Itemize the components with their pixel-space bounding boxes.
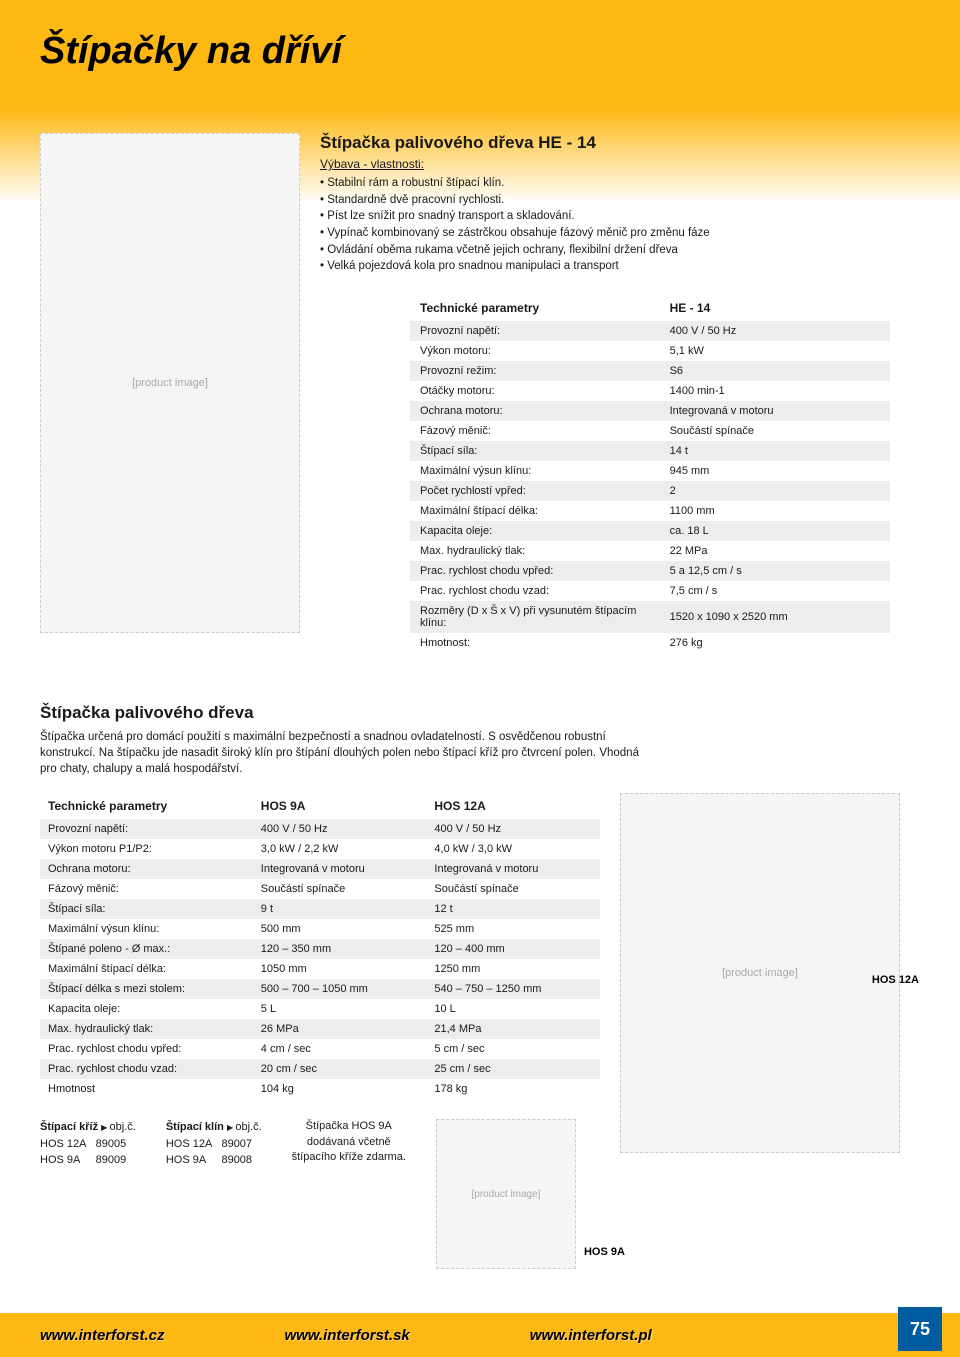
spec-header: HE - 14	[660, 295, 890, 321]
footer-link-pl: www.interforst.pl	[530, 1327, 652, 1344]
spec-header: HOS 9A	[253, 793, 427, 819]
product-2-spec-table: Technické parametry HOS 9A HOS 12A Provo…	[40, 793, 600, 1099]
bullet-item: Stabilní rám a robustní štípací klín.	[320, 175, 920, 192]
acc-kriz-title: Štípací kříž	[40, 1121, 98, 1133]
table-row: Maximální výsun klínu:945 mm	[410, 461, 890, 481]
bullet-item: Vypínač kombinovaný se zástrčkou obsahuj…	[320, 225, 920, 242]
product-1-image: [product image]	[40, 133, 300, 633]
table-row: Prac. rychlost chodu vpřed:4 cm / sec5 c…	[40, 1039, 600, 1059]
product-2-section: Štípačka palivového dřeva Štípačka určen…	[40, 703, 920, 1269]
product-1-spec-table: Technické parametry HE - 14 Provozní nap…	[410, 295, 890, 653]
acc-klin-title: Štípací klín	[166, 1121, 224, 1133]
table-row: Počet rychlostí vpřed:2	[410, 481, 890, 501]
table-row: Provozní napětí:400 V / 50 Hz400 V / 50 …	[40, 819, 600, 839]
table-row: Ochrana motoru:Integrovaná v motoru	[410, 401, 890, 421]
arrow-icon	[101, 1121, 109, 1133]
table-row: Max. hydraulický tlak:22 MPa	[410, 541, 890, 561]
table-row: Výkon motoru:5,1 kW	[410, 341, 890, 361]
obj-label: obj.č.	[110, 1121, 136, 1133]
acc-row: HOS 9A	[40, 1154, 80, 1166]
table-row: Fázový měnič:Součástí spínačeSoučástí sp…	[40, 879, 600, 899]
footer-link-cz: www.interforst.cz	[40, 1327, 164, 1344]
table-row: Maximální štípací délka:1100 mm	[410, 501, 890, 521]
bullet-item: Píst lze snížit pro snadný transport a s…	[320, 208, 920, 225]
acc-row: HOS 9A	[166, 1154, 206, 1166]
table-row: Maximální štípací délka:1050 mm1250 mm	[40, 959, 600, 979]
table-row: Prac. rychlost chodu vzad:20 cm / sec25 …	[40, 1059, 600, 1079]
product-1-bullets: Stabilní rám a robustní štípací klín. St…	[320, 175, 920, 275]
bullet-item: Standardně dvě pracovní rychlosti.	[320, 192, 920, 209]
product-hos9a-image: [product image] HOS 9A	[436, 1119, 576, 1269]
product-1-title: Štípačka palivového dřeva HE - 14	[320, 133, 920, 153]
obj-label: obj.č.	[235, 1121, 261, 1133]
page-title: Štípačky na dříví	[40, 30, 920, 73]
table-row: Kapacita oleje:ca. 18 L	[410, 521, 890, 541]
table-row: Provozní režim:S6	[410, 361, 890, 381]
acc-row: HOS 12A	[40, 1138, 86, 1150]
page-number: 75	[898, 1307, 942, 1351]
table-row: Hmotnost104 kg178 kg	[40, 1079, 600, 1099]
bullet-item: Velká pojezdová kola pro snadnou manipul…	[320, 258, 920, 275]
table-row: Prac. rychlost chodu vpřed:5 a 12,5 cm /…	[410, 561, 890, 581]
acc-row: HOS 12A	[166, 1138, 212, 1150]
table-row: Štípací délka s mezi stolem:500 – 700 – …	[40, 979, 600, 999]
table-row: Rozměry (D x Š x V) při vysunutém štípac…	[410, 601, 890, 633]
table-row: Štípací síla:9 t12 t	[40, 899, 600, 919]
spec-header: HOS 12A	[426, 793, 600, 819]
product-2-title: Štípačka palivového dřeva	[40, 703, 920, 723]
table-row: Kapacita oleje:5 L10 L	[40, 999, 600, 1019]
page-footer: www.interforst.cz www.interforst.sk www.…	[0, 1313, 960, 1357]
spec-header: Technické parametry	[40, 793, 253, 819]
product-hos12a-image: [product image] HOS 12A	[620, 793, 900, 1153]
accessories-row: Štípací kříž obj.č. HOS 12A 89005 HOS 9A…	[40, 1119, 600, 1269]
hos9a-label: HOS 9A	[584, 1246, 625, 1258]
table-row: Ochrana motoru:Integrovaná v motoruInteg…	[40, 859, 600, 879]
delivery-note: Štípačka HOS 9A dodávaná včetně štípacíh…	[292, 1119, 406, 1165]
table-row: Štípané poleno - Ø max.:120 – 350 mm120 …	[40, 939, 600, 959]
table-row: Štípací síla:14 t	[410, 441, 890, 461]
table-row: Provozní napětí:400 V / 50 Hz	[410, 321, 890, 341]
table-row: Výkon motoru P1/P2:3,0 kW / 2,2 kW4,0 kW…	[40, 839, 600, 859]
table-row: Prac. rychlost chodu vzad:7,5 cm / s	[410, 581, 890, 601]
product-1-subtitle: Výbava - vlastnosti:	[320, 157, 920, 171]
footer-link-sk: www.interforst.sk	[284, 1327, 409, 1344]
hos12a-label: HOS 12A	[872, 974, 919, 986]
spec-header: Technické parametry	[410, 295, 660, 321]
bullet-item: Ovládání oběma rukama včetně jejich ochr…	[320, 242, 920, 259]
table-row: Fázový měnič:Součástí spínače	[410, 421, 890, 441]
product-2-description: Štípačka určená pro domácí použití s max…	[40, 729, 640, 777]
table-row: Otáčky motoru:1400 min-1	[410, 381, 890, 401]
product-1-section: [product image] Štípačka palivového dřev…	[40, 133, 920, 653]
table-row: Maximální výsun klínu:500 mm525 mm	[40, 919, 600, 939]
table-row: Max. hydraulický tlak:26 MPa21,4 MPa	[40, 1019, 600, 1039]
table-row: Hmotnost:276 kg	[410, 633, 890, 653]
